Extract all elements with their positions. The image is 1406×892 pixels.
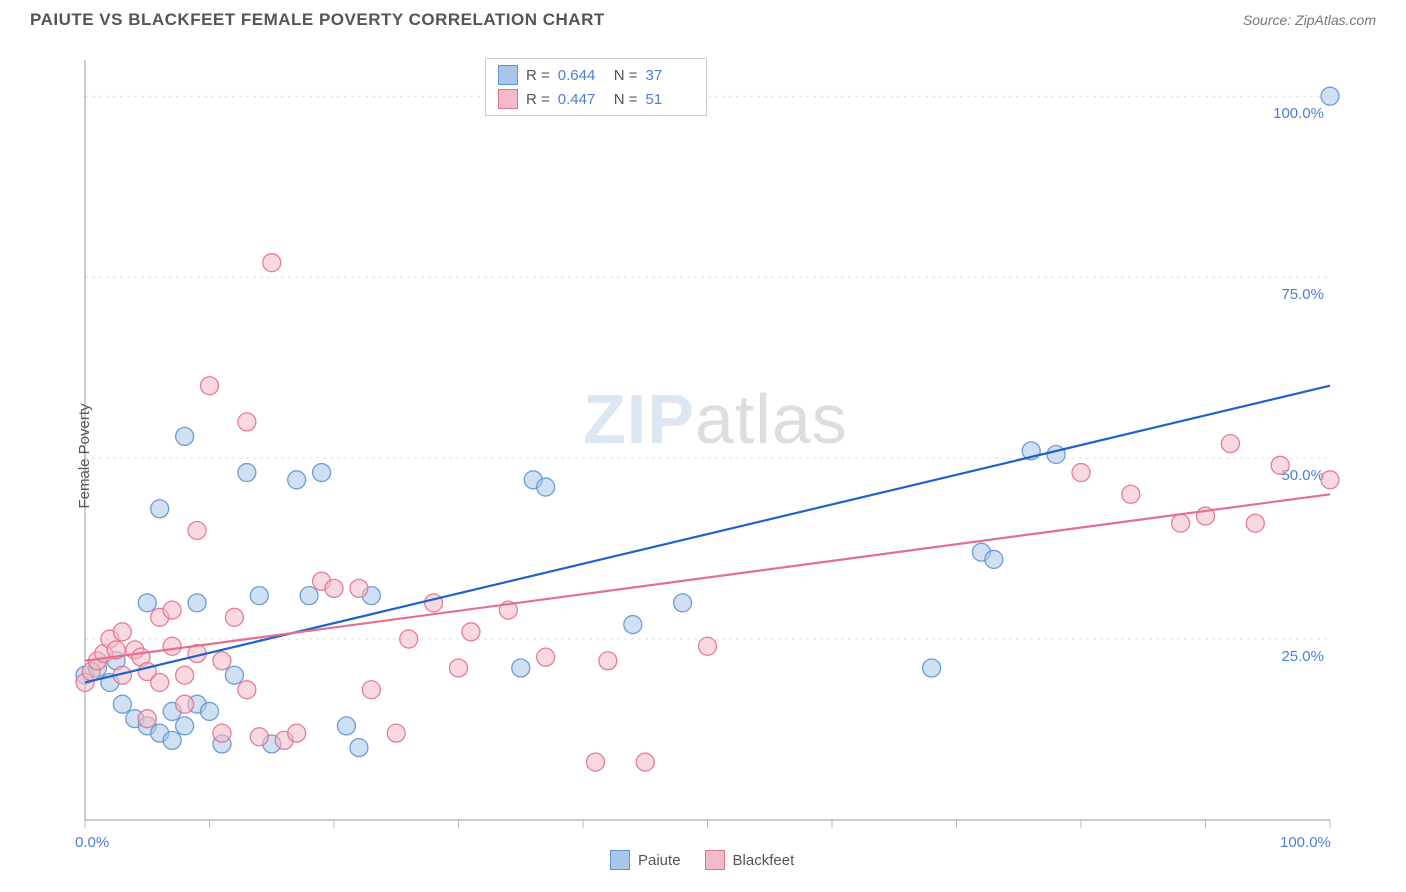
- n-value: 37: [646, 67, 694, 84]
- legend-label: Blackfeet: [733, 852, 795, 869]
- x-axis-min-label: 0.0%: [75, 834, 109, 851]
- svg-text:100.0%: 100.0%: [1273, 105, 1324, 122]
- legend-swatch: [705, 850, 725, 870]
- svg-text:75.0%: 75.0%: [1281, 286, 1324, 303]
- scatter-plot: 25.0%50.0%75.0%100.0%: [30, 40, 1376, 872]
- r-value: 0.644: [558, 67, 606, 84]
- correlation-stat-box: R = 0.644 N = 37 R = 0.447 N = 51: [485, 58, 707, 116]
- n-label: N =: [614, 91, 638, 108]
- stat-row: R = 0.644 N = 37: [486, 63, 706, 87]
- n-label: N =: [614, 67, 638, 84]
- svg-text:25.0%: 25.0%: [1281, 648, 1324, 665]
- legend-item: Blackfeet: [705, 850, 795, 870]
- series-swatch: [498, 89, 518, 109]
- chart-title: PAIUTE VS BLACKFEET FEMALE POVERTY CORRE…: [30, 10, 605, 30]
- source-attribution: Source: ZipAtlas.com: [1243, 12, 1376, 28]
- x-axis-max-label: 100.0%: [1280, 834, 1331, 851]
- legend-swatch: [610, 850, 630, 870]
- series-swatch: [498, 65, 518, 85]
- legend-label: Paiute: [638, 852, 681, 869]
- r-label: R =: [526, 91, 550, 108]
- n-value: 51: [646, 91, 694, 108]
- chart-container: Female Poverty 25.0%50.0%75.0%100.0% ZIP…: [30, 40, 1376, 872]
- stat-row: R = 0.447 N = 51: [486, 87, 706, 111]
- r-label: R =: [526, 67, 550, 84]
- r-value: 0.447: [558, 91, 606, 108]
- legend-item: Paiute: [610, 850, 681, 870]
- series-legend: Paiute Blackfeet: [610, 850, 794, 870]
- y-axis-label: Female Poverty: [76, 403, 93, 508]
